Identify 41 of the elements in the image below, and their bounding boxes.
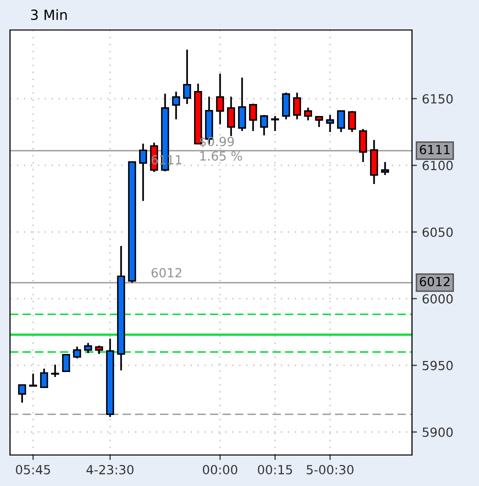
x-tick-label: 4-23:30 [86,464,134,474]
candlestick [381,161,390,176]
candlestick [271,115,280,132]
candlestick [293,92,302,120]
candlestick [73,346,82,360]
y-tick-label: 6000 [422,294,453,304]
x-tick-label: 00:00 [202,464,238,474]
x-tick-label: 05:45 [16,464,50,474]
chart-title: 3 Min [31,9,67,20]
y-tick-label: 5900 [422,427,453,437]
candlestick [227,96,236,137]
y-tick-label: 6150 [422,94,453,104]
candlestick [260,114,268,136]
candlestick [62,354,70,372]
candlestick [139,142,148,202]
candlestick [172,90,180,120]
ref-line-label: 6111 [420,144,450,154]
x-tick-label: 00:15 [258,464,292,474]
ref-line-label: 6012 [420,276,450,286]
candlestick [249,102,258,132]
candlestick [315,115,324,128]
y-tick-label: 6100 [422,160,453,170]
candlestick [40,368,48,388]
candlestick [84,342,92,354]
annotation: 6012 [152,268,182,278]
annotation: 1.65 % [200,151,242,161]
candlestick [216,72,224,126]
annotation: $0.99 [200,136,234,148]
candlestick [18,384,26,404]
candlestick [238,76,246,132]
candlestick [183,48,192,105]
candlestick [282,92,290,120]
x-tick-label: 5-00:30 [306,464,354,474]
candlestick [304,106,312,122]
candlestick [326,114,334,133]
y-tick-label: 6050 [422,227,453,237]
y-tick-label: 5950 [422,360,453,370]
candlestick [348,110,356,133]
candlestick [29,372,38,387]
candlestick [337,110,346,133]
candlestick [359,128,368,163]
